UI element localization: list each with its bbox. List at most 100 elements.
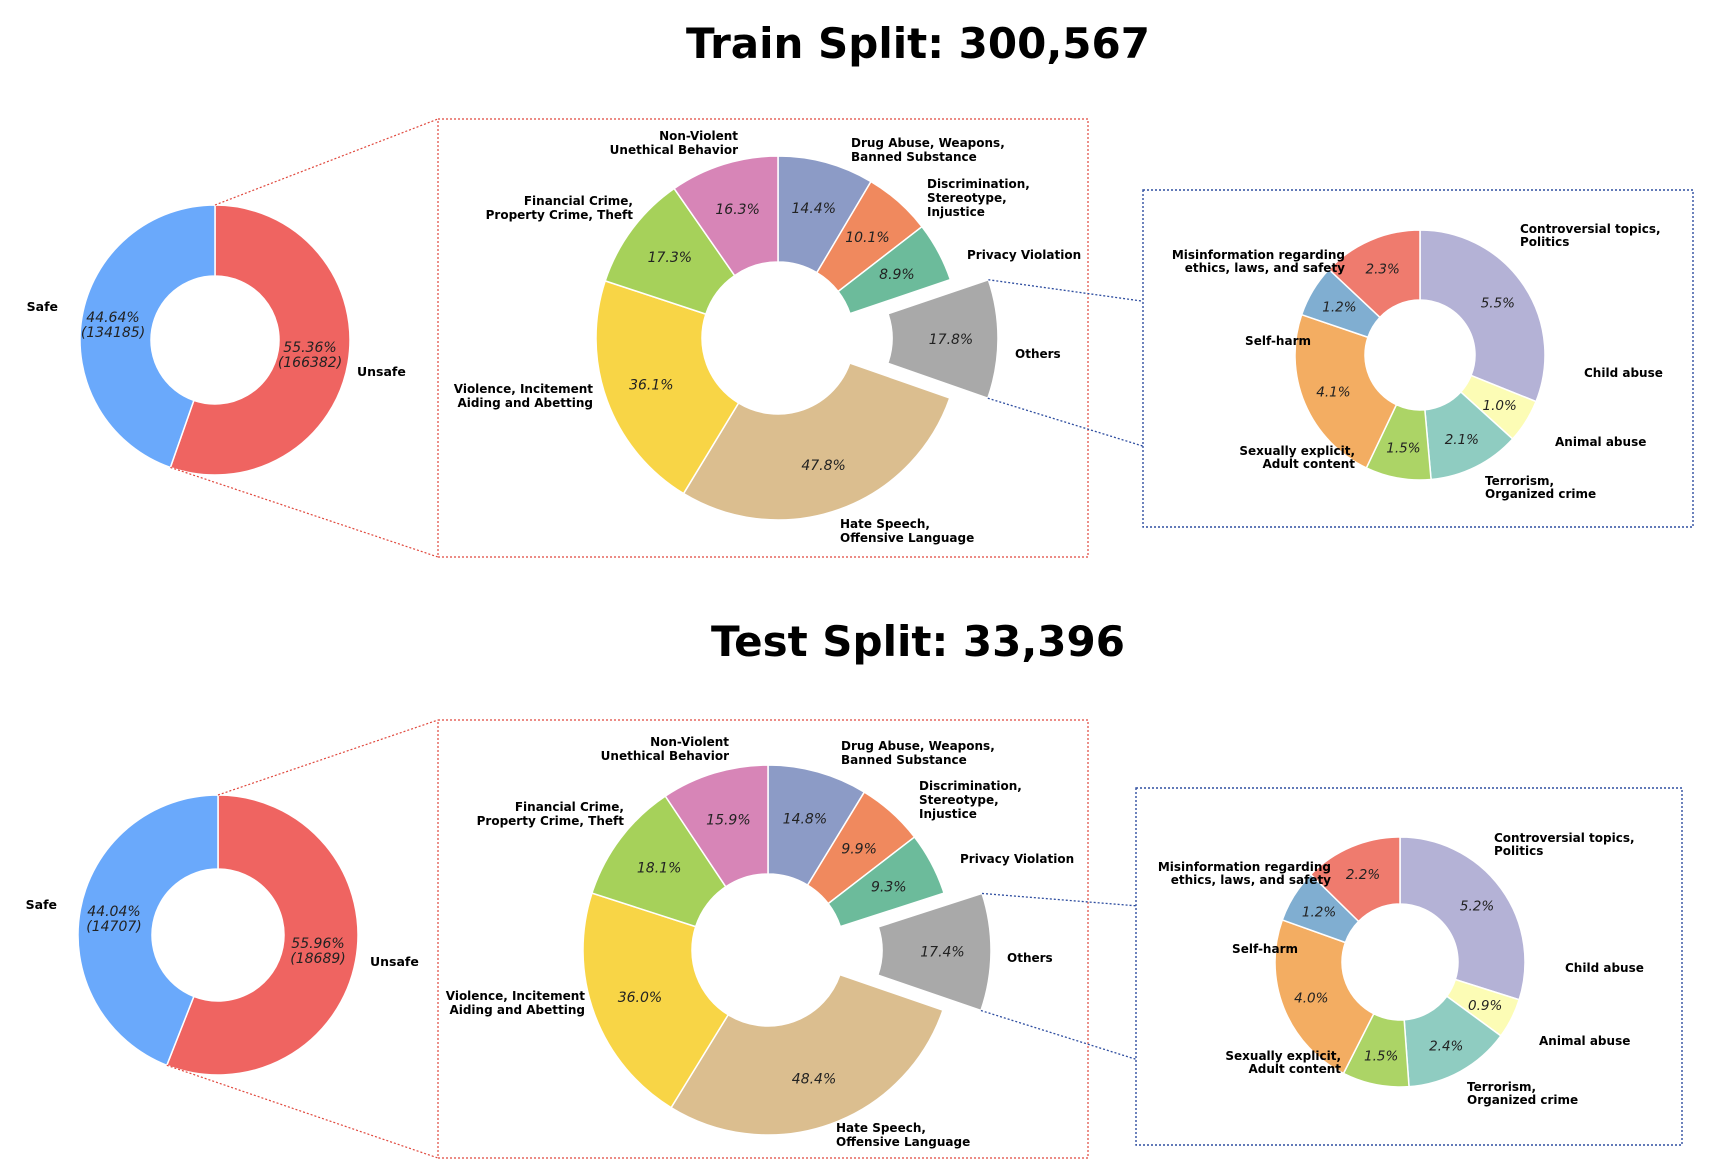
test-count-unsafe: (18689) bbox=[290, 951, 345, 967]
train-others-pct-terrorism-organized-crime: 1.5% bbox=[1386, 441, 1420, 457]
train-others-pct-misinformation-regarding-ethics-laws-and-safety: 2.3% bbox=[1366, 262, 1400, 278]
train-category-label-others-line1: Others bbox=[1015, 347, 1061, 361]
train-others-slice-controversial-topics-politics bbox=[1419, 229, 1546, 403]
train-category-label-discrimination-stereotype-injustice-line1: Discrimination, bbox=[927, 177, 1030, 191]
test-category-pct-non-violent-unethical-behavior: 15.9% bbox=[706, 812, 750, 828]
test-category-label-drug-abuse-weapons-banned-substance-line1: Drug Abuse, Weapons, bbox=[841, 739, 995, 753]
train-count-unsafe: (166382) bbox=[278, 355, 342, 371]
train-category-label-non-violent-unethical-behavior-line2: Unethical Behavior bbox=[610, 143, 738, 157]
train-safety-slice-safe bbox=[79, 204, 216, 469]
train-split-title: Train Split: 300,567 bbox=[686, 19, 1150, 68]
train-category-label-violence-incitement-aiding-and-abetting-line1: Violence, Incitement bbox=[454, 382, 594, 396]
test-category-label-non-violent-unethical-behavior-line2: Unethical Behavior bbox=[601, 749, 729, 763]
test-category-label-violence-incitement-aiding-and-abetting-line1: Violence, Incitement bbox=[446, 989, 586, 1003]
test-category-label-hate-speech-offensive-language-line2: Offensive Language bbox=[836, 1135, 970, 1149]
test-connector-bottom bbox=[166, 1064, 439, 1159]
test-connector-top bbox=[217, 719, 439, 796]
train-connector-top bbox=[214, 118, 439, 206]
test-category-pct-hate-speech-offensive-language: 48.4% bbox=[792, 1071, 836, 1087]
train-category-label-drug-abuse-weapons-banned-substance-line2: Banned Substance bbox=[851, 150, 977, 164]
train-category-pct-discrimination-stereotype-injustice: 10.1% bbox=[845, 230, 889, 246]
train-others-label-controversial-topics-politics-line1: Controversial topics, bbox=[1520, 222, 1661, 236]
train-others-pct-sexually-explicit-adult-content: 4.1% bbox=[1316, 385, 1350, 401]
test-others-pct-sexually-explicit-adult-content: 4.0% bbox=[1294, 990, 1328, 1006]
test-others-pct-misinformation-regarding-ethics-laws-and-safety: 2.2% bbox=[1346, 867, 1380, 883]
train-others-label-child-abuse-line1: Child abuse bbox=[1584, 366, 1663, 380]
test-others-label-misinformation-regarding-ethics-laws-and-safety-line2: ethics, laws, and safety bbox=[1171, 873, 1331, 887]
train-category-label-financial-crime-property-crime-theft-line1: Financial Crime, bbox=[524, 194, 633, 208]
train-category-pct-violence-incitement-aiding-and-abetting: 36.1% bbox=[629, 378, 673, 394]
train-category-label-financial-crime-property-crime-theft-line2: Property Crime, Theft bbox=[486, 208, 634, 222]
train-connector-bottom bbox=[170, 466, 439, 558]
test-others-slice-sexually-explicit-adult-content bbox=[1274, 918, 1375, 1075]
test-others-slice-misinformation-regarding-ethics-laws-and-safety bbox=[1309, 836, 1401, 923]
train-others-label-self-harm-line1: Self-harm bbox=[1245, 334, 1311, 348]
test-others-slice-controversial-topics-politics bbox=[1399, 836, 1526, 1001]
train-others-label-sexually-explicit-adult-content-line2: Adult content bbox=[1262, 457, 1355, 471]
train-category-slice-non-violent-unethical-behavior bbox=[673, 155, 779, 277]
train-others-pct-controversial-topics-politics: 5.5% bbox=[1481, 295, 1515, 311]
test-category-slice-hate-speech-offensive-language bbox=[670, 973, 944, 1136]
test-pct-safe: 44.04% bbox=[87, 904, 140, 920]
train-pct-safe: 44.64% bbox=[86, 310, 139, 326]
train-label-safe: Safe bbox=[27, 299, 58, 314]
test-count-safe: (14707) bbox=[86, 919, 141, 935]
train-category-label-discrimination-stereotype-injustice-line2: Stereotype, bbox=[927, 191, 1007, 205]
test-others-label-animal-abuse-line1: Animal abuse bbox=[1539, 1034, 1630, 1048]
test-others-connector-top bbox=[981, 892, 1137, 907]
train-category-pct-others: 17.8% bbox=[929, 332, 973, 348]
test-category-label-discrimination-stereotype-injustice-line3: Injustice bbox=[919, 807, 977, 821]
test-safety-slice-safe bbox=[77, 794, 219, 1067]
test-others-label-controversial-topics-politics-line2: Politics bbox=[1494, 844, 1543, 858]
test-pct-unsafe: 55.96% bbox=[291, 936, 344, 952]
test-others-pct-terrorism-organized-crime: 1.5% bbox=[1364, 1049, 1398, 1065]
test-zoom-box-unsafe bbox=[437, 719, 1089, 1159]
test-category-label-discrimination-stereotype-injustice-line1: Discrimination, bbox=[919, 779, 1022, 793]
train-category-label-discrimination-stereotype-injustice-line3: Injustice bbox=[927, 205, 985, 219]
train-panel: Train Split: 300,567 Unsafe 55.36%(166382)… bbox=[27, 19, 1694, 558]
train-category-label-hate-speech-offensive-language-line2: Offensive Language bbox=[840, 531, 974, 545]
test-safety-slice-unsafe bbox=[165, 794, 359, 1076]
test-category-pct-privacy-violation: 9.3% bbox=[871, 879, 907, 895]
test-zoom-box-others bbox=[1135, 787, 1683, 1146]
train-others-label-misinformation-regarding-ethics-laws-and-safety-line1: Misinformation regarding bbox=[1172, 248, 1345, 262]
test-split-title: Test Split: 33,396 bbox=[711, 617, 1125, 666]
test-category-label-financial-crime-property-crime-theft-line1: Financial Crime, bbox=[515, 800, 624, 814]
test-category-label-violence-incitement-aiding-and-abetting-line2: Aiding and Abetting bbox=[449, 1003, 585, 1017]
train-others-pct-animal-abuse: 2.1% bbox=[1445, 432, 1479, 448]
test-category-pct-financial-crime-property-crime-theft: 18.1% bbox=[637, 861, 681, 877]
test-category-pct-others: 17.4% bbox=[920, 945, 964, 961]
train-others-slice-sexually-explicit-adult-content bbox=[1294, 313, 1398, 469]
test-category-label-others-line1: Others bbox=[1007, 951, 1053, 965]
train-others-pct-child-abuse: 1.0% bbox=[1483, 398, 1517, 414]
train-category-label-privacy-violation-line1: Privacy Violation bbox=[967, 248, 1081, 262]
test-others-connector-bottom bbox=[980, 1009, 1137, 1060]
train-others-label-sexually-explicit-adult-content-line1: Sexually explicit, bbox=[1239, 444, 1355, 458]
train-others-connector-bottom bbox=[987, 397, 1144, 447]
train-others-label-terrorism-organized-crime-line1: Terrorism, bbox=[1485, 474, 1554, 488]
test-category-label-hate-speech-offensive-language-line1: Hate Speech, bbox=[836, 1121, 926, 1135]
test-category-pct-discrimination-stereotype-injustice: 9.9% bbox=[841, 841, 877, 857]
test-label-unsafe: Unsafe bbox=[370, 954, 419, 969]
test-others-label-sexually-explicit-adult-content-line1: Sexually explicit, bbox=[1225, 1049, 1341, 1063]
test-others-label-sexually-explicit-adult-content-line2: Adult content bbox=[1248, 1062, 1341, 1076]
test-category-label-discrimination-stereotype-injustice-line2: Stereotype, bbox=[919, 793, 999, 807]
train-others-connector-top bbox=[988, 279, 1144, 302]
train-label-unsafe: Unsafe bbox=[357, 364, 406, 379]
train-category-pct-non-violent-unethical-behavior: 16.3% bbox=[715, 202, 759, 218]
test-others-pct-animal-abuse: 2.4% bbox=[1429, 1039, 1463, 1055]
train-zoom-box-others bbox=[1142, 189, 1694, 528]
train-others-slice-misinformation-regarding-ethics-laws-and-safety bbox=[1327, 229, 1421, 319]
test-category-slice-non-violent-unethical-behavior bbox=[664, 764, 769, 888]
test-category-pct-violence-incitement-aiding-and-abetting: 36.0% bbox=[618, 990, 662, 1006]
train-category-label-hate-speech-offensive-language-line1: Hate Speech, bbox=[840, 517, 930, 531]
test-others-label-terrorism-organized-crime-line2: Organized crime bbox=[1467, 1093, 1578, 1107]
test-category-label-financial-crime-property-crime-theft-line2: Property Crime, Theft bbox=[477, 814, 625, 828]
test-others-label-controversial-topics-politics-line1: Controversial topics, bbox=[1494, 831, 1635, 845]
train-others-label-controversial-topics-politics-line2: Politics bbox=[1520, 235, 1569, 249]
test-others-label-terrorism-organized-crime-line1: Terrorism, bbox=[1467, 1080, 1536, 1094]
test-others-pct-self-harm: 1.2% bbox=[1302, 904, 1336, 920]
train-others-label-animal-abuse-line1: Animal abuse bbox=[1555, 435, 1646, 449]
test-category-label-drug-abuse-weapons-banned-substance-line2: Banned Substance bbox=[841, 753, 967, 767]
